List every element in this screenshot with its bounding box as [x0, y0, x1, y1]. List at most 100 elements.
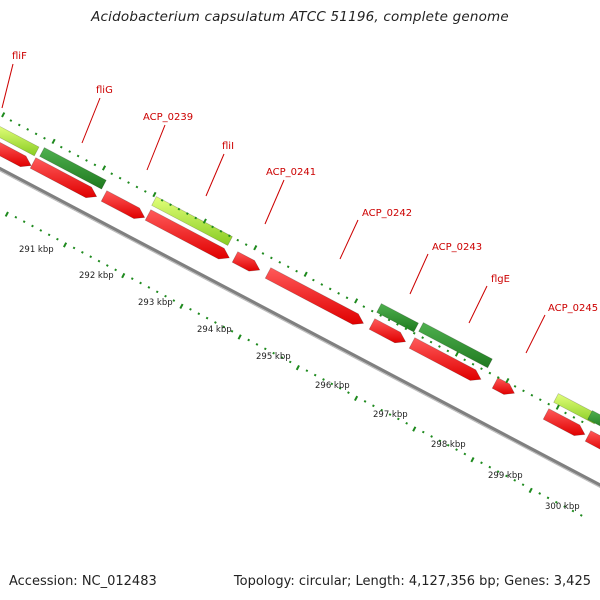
- outer-minor-tick: [244, 243, 248, 246]
- inner-minor-tick: [222, 325, 226, 329]
- gene-leader-line: [468, 285, 488, 324]
- gene-leader-line: [205, 153, 225, 197]
- inner-minor-tick: [47, 233, 51, 237]
- inner-minor-tick: [97, 259, 101, 263]
- inner-minor-tick: [288, 360, 292, 364]
- kbp-label: 298 kbp: [431, 440, 466, 450]
- inner-major-tick: [237, 334, 242, 340]
- outer-minor-tick: [421, 336, 424, 340]
- outer-minor-tick: [228, 234, 231, 238]
- reverse-gene-bar: [0, 126, 40, 157]
- outer-minor-tick: [438, 345, 441, 348]
- inner-minor-tick: [338, 386, 342, 390]
- outer-minor-tick: [194, 216, 198, 220]
- outer-minor-tick: [261, 252, 265, 255]
- outer-major-tick: [454, 351, 460, 357]
- outer-major-tick: [303, 271, 308, 277]
- inner-minor-tick: [114, 268, 117, 272]
- forward-gene-arrow: [144, 209, 230, 260]
- inner-minor-tick: [521, 483, 525, 487]
- gene-label: ACP_0245: [548, 303, 598, 314]
- inner-minor-tick: [363, 400, 367, 403]
- inner-major-tick: [121, 272, 126, 279]
- gene-label: fliF: [12, 51, 27, 62]
- kbp-label: 294 kbp: [197, 325, 232, 335]
- inner-major-tick: [412, 426, 417, 432]
- outer-minor-tick: [328, 287, 332, 291]
- outer-major-tick: [505, 377, 510, 384]
- inner-minor-tick: [421, 430, 425, 434]
- inner-minor-tick: [263, 347, 267, 351]
- inner-minor-tick: [579, 514, 583, 517]
- outer-minor-tick: [169, 203, 172, 207]
- inner-minor-tick: [39, 229, 43, 232]
- outer-minor-tick: [118, 176, 122, 180]
- outer-minor-tick: [446, 349, 450, 353]
- outer-minor-tick: [43, 136, 46, 140]
- gene-label: ACP_0243: [432, 242, 482, 253]
- outer-minor-tick: [463, 358, 467, 362]
- outer-minor-tick: [110, 172, 114, 176]
- inner-minor-tick: [139, 281, 142, 285]
- outer-minor-tick: [219, 229, 223, 233]
- outer-major-tick: [555, 404, 560, 410]
- inner-minor-tick: [347, 391, 350, 394]
- inner-minor-tick: [313, 373, 317, 377]
- outer-minor-tick: [127, 181, 130, 184]
- inner-minor-tick: [488, 465, 492, 469]
- inner-minor-tick: [205, 316, 209, 320]
- backbone-line: [0, 166, 600, 487]
- outer-minor-tick: [34, 132, 38, 136]
- inner-minor-tick: [388, 413, 392, 416]
- outer-minor-tick: [143, 190, 147, 193]
- outer-minor-tick: [68, 150, 72, 153]
- inner-minor-tick: [22, 220, 26, 224]
- inner-major-tick: [528, 487, 533, 494]
- inner-minor-tick: [438, 439, 442, 443]
- gene-leader-line: [1, 63, 14, 109]
- outer-major-tick: [1, 112, 6, 118]
- inner-minor-tick: [105, 264, 109, 267]
- forward-gene-arrow: [542, 408, 586, 436]
- outer-minor-tick: [379, 314, 382, 317]
- inner-minor-tick: [496, 470, 500, 473]
- outer-minor-tick: [295, 269, 298, 273]
- outer-minor-tick: [522, 389, 525, 393]
- inner-major-tick: [354, 395, 359, 402]
- outer-minor-tick: [278, 260, 282, 264]
- inner-minor-tick: [380, 408, 384, 412]
- outer-minor-tick: [160, 198, 164, 202]
- accession-text: Accession: NC_012483: [9, 574, 157, 589]
- kbp-label: 300 kbp: [545, 502, 580, 512]
- outer-minor-tick: [496, 376, 500, 379]
- inner-minor-tick: [247, 338, 251, 342]
- outer-minor-tick: [9, 119, 13, 122]
- outer-major-tick: [152, 191, 157, 198]
- outer-major-tick: [404, 324, 409, 331]
- outer-minor-tick: [17, 123, 21, 127]
- kbp-label: 295 kbp: [256, 352, 291, 362]
- outer-minor-tick: [320, 283, 324, 286]
- outer-minor-tick: [26, 128, 30, 131]
- outer-major-tick: [202, 218, 207, 224]
- genome-summary-text: Topology: circular; Length: 4,127,356 bp…: [233, 574, 591, 589]
- kbp-label: 296 kbp: [315, 381, 350, 391]
- gene-label: ACP_0239: [143, 112, 193, 123]
- forward-gene-arrow: [584, 430, 600, 450]
- forward-gene-arrow: [231, 251, 261, 272]
- outer-minor-tick: [85, 159, 88, 162]
- outer-minor-tick: [471, 362, 475, 366]
- inner-minor-tick: [505, 474, 508, 478]
- outer-minor-tick: [76, 154, 80, 158]
- inner-minor-tick: [430, 435, 433, 438]
- outer-major-tick: [354, 298, 359, 304]
- inner-minor-tick: [280, 356, 284, 359]
- inner-minor-tick: [480, 461, 483, 465]
- gene-label: ACP_0242: [362, 208, 412, 219]
- inner-minor-tick: [538, 492, 542, 495]
- forward-gene-arrow: [408, 337, 482, 381]
- inner-major-tick: [470, 457, 475, 463]
- kbp-label: 291 kbp: [19, 245, 54, 255]
- inner-minor-tick: [563, 505, 566, 508]
